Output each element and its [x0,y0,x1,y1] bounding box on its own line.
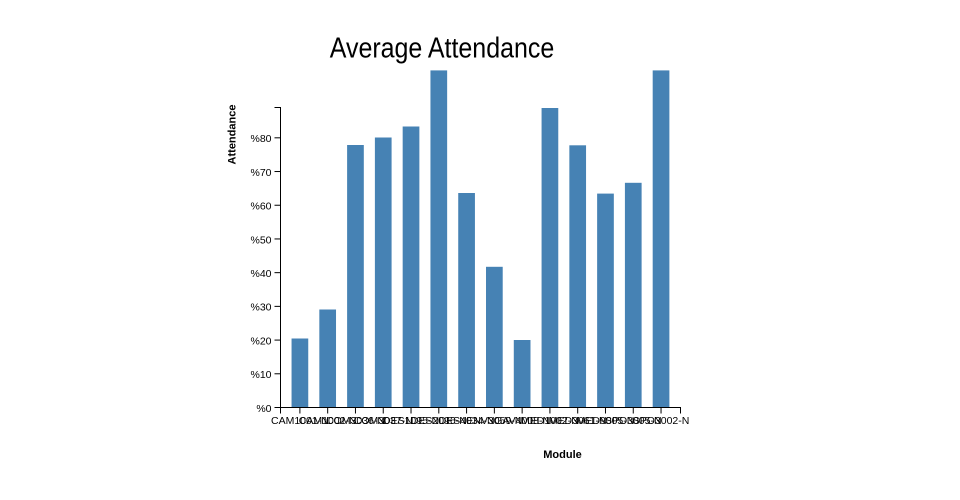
svg-text:MED3061-N: MED3061-N [549,415,607,427]
svg-text:COM3036-N: COM3036-N [326,415,385,427]
svg-text:MED9005-N: MED9005-N [577,415,635,427]
svg-text:%10: %10 [250,369,271,381]
svg-text:MED1002-N: MED1002-N [521,415,579,427]
svg-text:GAV4008-N: GAV4008-N [494,415,550,427]
svg-text:SPO3005-N: SPO3005-N [605,415,662,427]
svg-text:DES4034-N: DES4034-N [439,415,495,427]
svg-text:ENV3059-N: ENV3059-N [466,415,522,427]
svg-text:%80: %80 [250,133,271,145]
svg-text:DES1095-N: DES1095-N [383,415,439,427]
svg-text:%0: %0 [256,403,271,415]
svg-text:SPO3002-N: SPO3002-N [633,415,690,427]
svg-text:Attendance: Attendance [226,105,238,165]
svg-text:%60: %60 [250,201,271,213]
svg-text:CAM1002-N: CAM1002-N [299,415,357,427]
svg-text:%30: %30 [250,302,271,314]
svg-text:%50: %50 [250,234,271,246]
svg-text:COM3037-N: COM3037-N [354,415,413,427]
svg-text:%40: %40 [250,268,271,280]
svg-text:%20: %20 [250,335,271,347]
svg-text:CAM1001-N: CAM1001-N [271,415,329,427]
svg-text:%70: %70 [250,167,271,179]
svg-text:DES2096-N: DES2096-N [411,415,467,427]
svg-text:Average Attendance: Average Attendance [330,32,555,64]
svg-text:Module: Module [543,449,582,461]
